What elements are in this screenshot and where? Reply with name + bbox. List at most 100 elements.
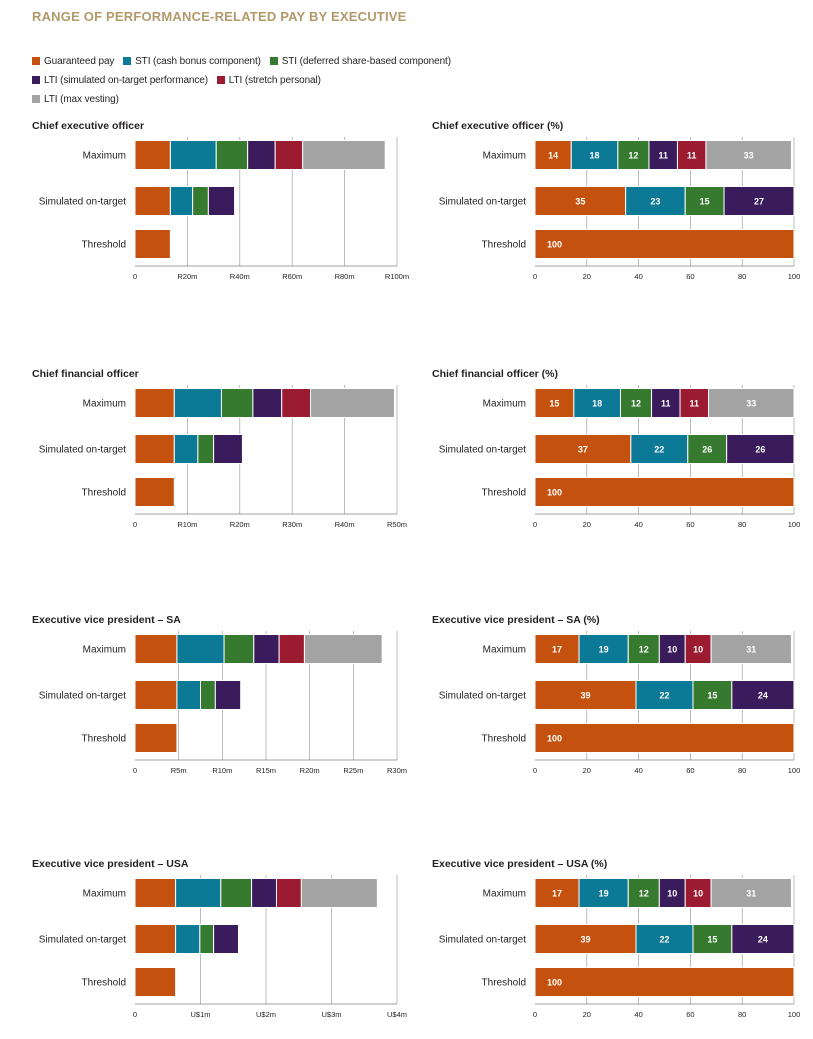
data-label: 19 [599, 889, 609, 899]
tick-label: 80 [738, 1010, 746, 1019]
chart-evp-sa-rand: Executive vice president – SA Maximum Simu… [32, 614, 407, 775]
tick-label: 80 [738, 766, 746, 775]
data-label: 15 [549, 399, 559, 409]
bar-segment [169, 186, 194, 216]
data-label: 10 [667, 889, 677, 899]
category-label: Threshold [82, 734, 126, 745]
bar-segment [723, 186, 795, 216]
bar-segment [731, 924, 795, 954]
bar-segment [692, 680, 733, 710]
bar-segment [692, 924, 733, 954]
chart-title: Executive vice president – USA [32, 858, 189, 870]
bar-segment [223, 634, 255, 664]
chart-ceo-rand: Chief executive officer Maximum Simulated … [32, 120, 409, 281]
bar-segment [173, 388, 222, 418]
bar-segment [534, 924, 637, 954]
tick-label: 80 [738, 520, 746, 529]
tick-label: 0 [133, 520, 137, 529]
bar-segment [220, 878, 253, 908]
category-label: Maximum [483, 889, 526, 900]
data-label: 24 [758, 935, 768, 945]
tick-label: R10m [177, 520, 197, 529]
legend-swatch [269, 57, 278, 65]
chart-title: Chief financial officer (%) [432, 368, 558, 380]
category-label: Threshold [82, 240, 126, 251]
data-label: 11 [658, 151, 668, 161]
legend-item-lti-on-target: LTI (simulated on-target performance) [32, 71, 208, 90]
bar-segment [215, 140, 249, 170]
data-label: 24 [758, 691, 768, 701]
category-label: Maximum [83, 399, 126, 410]
chart-title: Chief financial officer [32, 368, 139, 380]
legend-label: STI (cash bonus component) [135, 56, 261, 67]
bar-segment [200, 680, 216, 710]
data-label: 33 [746, 399, 756, 409]
bar-segment [134, 186, 171, 216]
data-label: 10 [667, 645, 677, 655]
data-label: 12 [628, 151, 638, 161]
legend-item-sti-deferred: STI (deferred share-based component) [269, 52, 451, 71]
data-label: 22 [659, 935, 669, 945]
bar-segment [134, 967, 177, 997]
tick-label: 20 [583, 1010, 591, 1019]
bar-segment [684, 878, 712, 908]
data-label: 22 [654, 445, 664, 455]
bar-segment [726, 434, 795, 464]
tick-label: 0 [133, 1010, 137, 1019]
legend-item-sti-cash: STI (cash bonus component) [123, 52, 261, 71]
data-label: 19 [599, 645, 609, 655]
tick-label: R25m [343, 766, 363, 775]
data-label: 12 [631, 399, 641, 409]
category-label: Threshold [482, 734, 526, 745]
tick-label: R30m [282, 520, 302, 529]
data-label: 39 [580, 935, 590, 945]
tick-label: 20 [583, 520, 591, 529]
chart-title: Executive vice president – USA (%) [432, 858, 607, 870]
tick-label: 80 [738, 272, 746, 281]
bar-segment [175, 878, 222, 908]
bar-segment [635, 680, 694, 710]
legend-label: LTI (max vesting) [44, 94, 119, 105]
bar-segment [534, 967, 795, 997]
bar-segment [534, 723, 795, 753]
data-label: 37 [578, 445, 588, 455]
data-label: 12 [639, 645, 649, 655]
data-label: 33 [744, 151, 754, 161]
category-label: Simulated on-target [439, 935, 526, 946]
tick-label: 40 [634, 520, 642, 529]
bar-segment [176, 634, 225, 664]
bar-segment [247, 140, 276, 170]
tick-label: R10m [212, 766, 232, 775]
tick-label: R40m [335, 520, 355, 529]
bar-segment [176, 680, 201, 710]
data-label: 18 [592, 399, 602, 409]
tick-label: R20m [230, 520, 250, 529]
bar-segment [573, 388, 621, 418]
tick-label: R5m [171, 766, 187, 775]
tick-label: 0 [133, 766, 137, 775]
bar-segment [274, 140, 304, 170]
legend-swatch [32, 76, 40, 84]
tick-label: 0 [533, 1010, 537, 1019]
tick-label: 0 [533, 272, 537, 281]
bar-segment [570, 140, 619, 170]
bar-segment [134, 680, 178, 710]
bar-segment [253, 634, 280, 664]
bar-segment [278, 634, 305, 664]
bar-segment [710, 634, 792, 664]
bar-segment [169, 140, 217, 170]
bar-segment [679, 388, 710, 418]
tick-label: R60m [282, 272, 302, 281]
bar-segment [275, 878, 302, 908]
category-label: Threshold [482, 488, 526, 499]
bar-segment [252, 388, 283, 418]
bar-segment [199, 924, 215, 954]
category-label: Maximum [83, 889, 126, 900]
tick-label: 40 [634, 1010, 642, 1019]
data-label: 15 [700, 197, 710, 207]
category-label: Threshold [482, 240, 526, 251]
tick-label: R50m [387, 520, 407, 529]
data-label: 11 [690, 399, 700, 409]
data-label: 35 [575, 197, 585, 207]
data-label: 100 [547, 240, 562, 250]
